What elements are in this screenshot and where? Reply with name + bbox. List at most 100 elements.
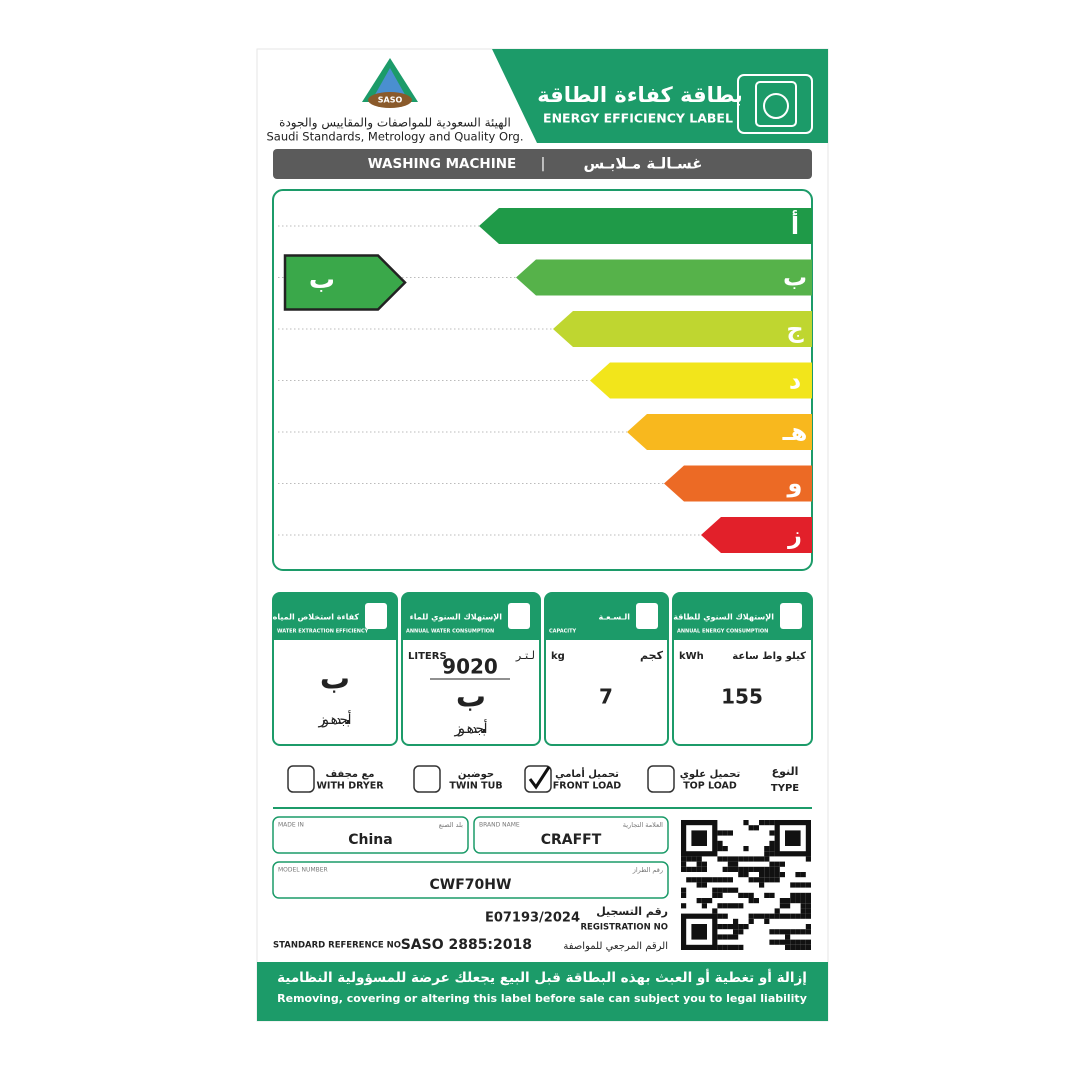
qr-module bbox=[800, 913, 806, 919]
qr-module bbox=[764, 918, 770, 924]
org-en: Saudi Standards, Metrology and Quality O… bbox=[267, 130, 524, 144]
qr-module bbox=[722, 887, 728, 893]
qr-module bbox=[707, 898, 713, 904]
qr-module bbox=[727, 887, 733, 893]
info-value: CWF70HW bbox=[430, 877, 512, 893]
rating-indicator bbox=[283, 254, 407, 311]
standard-ar: الرقم المرجعي للمواصفة bbox=[563, 941, 668, 952]
qr-module bbox=[743, 872, 749, 878]
qr-module bbox=[790, 892, 796, 898]
qr-module bbox=[769, 830, 775, 836]
qr-module bbox=[785, 898, 791, 904]
qr-module bbox=[805, 929, 811, 935]
qr-module bbox=[753, 825, 759, 831]
qr-module bbox=[774, 939, 780, 945]
qr-finder bbox=[774, 819, 812, 857]
standard-value: SASO 2885:2018 bbox=[401, 937, 532, 953]
unit-ar: كيلو واط ساعة bbox=[732, 651, 806, 662]
qr-module bbox=[779, 898, 785, 904]
qr-module bbox=[712, 892, 718, 898]
qr-module bbox=[764, 820, 770, 826]
qr-module bbox=[795, 898, 801, 904]
qr-module bbox=[764, 872, 770, 878]
qr-module bbox=[753, 856, 759, 862]
title-en: ENERGY EFFICIENCY LABEL bbox=[543, 111, 733, 126]
qr-module bbox=[769, 892, 775, 898]
panel-title-ar: الإستهلاك السنوي للماء bbox=[410, 613, 503, 622]
qr-module bbox=[800, 882, 806, 888]
qr-module bbox=[759, 872, 765, 878]
qr-module bbox=[785, 929, 791, 935]
panel-icon bbox=[365, 603, 387, 629]
qr-module bbox=[795, 913, 801, 919]
type-option-en: FRONT LOAD bbox=[553, 781, 622, 792]
qr-module bbox=[800, 929, 806, 935]
qr-module bbox=[717, 830, 723, 836]
rating-arrow bbox=[479, 208, 812, 244]
qr-module bbox=[717, 944, 723, 950]
rating-letter: ز bbox=[787, 521, 802, 549]
qr-module bbox=[769, 939, 775, 945]
qr-module bbox=[753, 866, 759, 872]
qr-module bbox=[805, 903, 811, 909]
qr-module bbox=[681, 861, 687, 867]
qr-module bbox=[738, 872, 744, 878]
qr-module bbox=[790, 882, 796, 888]
class-scale-letter: ز bbox=[317, 712, 325, 728]
class-scale-letter: هـ bbox=[461, 721, 473, 737]
info-box bbox=[272, 861, 669, 899]
rating-arrow bbox=[516, 259, 812, 296]
unit-en: kg bbox=[551, 651, 565, 662]
qr-finder-core bbox=[785, 830, 801, 846]
class-scale-letter: ج bbox=[338, 712, 349, 728]
info-label-en: MADE IN bbox=[278, 822, 304, 829]
panel-value: 7 bbox=[599, 685, 613, 709]
qr-module bbox=[769, 929, 775, 935]
qr-module bbox=[701, 898, 707, 904]
qr-module bbox=[785, 903, 791, 909]
rating-arrow bbox=[701, 517, 812, 553]
type-option-ar: حوضين bbox=[458, 769, 494, 780]
standard-en: STANDARD REFERENCE NO bbox=[273, 941, 401, 951]
qr-module bbox=[805, 908, 811, 914]
qr-module bbox=[748, 856, 754, 862]
panel-title-en: CAPACITY bbox=[549, 629, 577, 635]
qr-module bbox=[790, 944, 796, 950]
qr-module bbox=[722, 934, 728, 940]
qr-module bbox=[701, 903, 707, 909]
qr-module bbox=[769, 820, 775, 826]
qr-module bbox=[785, 913, 791, 919]
footer-band bbox=[257, 962, 828, 1021]
qr-module bbox=[748, 825, 754, 831]
type-option-ar: تحميل علوي bbox=[680, 769, 741, 780]
class-scale-letter: د bbox=[335, 712, 343, 728]
info-box bbox=[272, 816, 469, 854]
title-ar: بطاقة كفاءة الطاقة bbox=[537, 83, 743, 107]
qr-module bbox=[717, 887, 723, 893]
qr-module bbox=[738, 892, 744, 898]
qr-module bbox=[774, 877, 780, 883]
qr-module bbox=[733, 924, 739, 930]
class-scale-letter: ج bbox=[474, 721, 485, 737]
qr-module bbox=[727, 877, 733, 883]
qr-module bbox=[764, 846, 770, 852]
qr-module bbox=[727, 830, 733, 836]
rating-arrow bbox=[553, 311, 812, 347]
qr-module bbox=[795, 892, 801, 898]
qr-module bbox=[727, 866, 733, 872]
qr-module bbox=[722, 856, 728, 862]
panel-title-ar: كفاءة استخلاص المياه bbox=[273, 613, 360, 623]
qr-module bbox=[738, 866, 744, 872]
class-scale-letter: أ bbox=[484, 719, 488, 737]
logo-mark-inner bbox=[372, 68, 408, 100]
qr-module bbox=[733, 944, 739, 950]
qr-module bbox=[717, 892, 723, 898]
rating-letter: ج bbox=[786, 315, 804, 343]
rating-letter: د bbox=[789, 367, 801, 395]
info-label-en: MODEL NUMBER bbox=[278, 867, 328, 874]
qr-module bbox=[774, 866, 780, 872]
qr-module bbox=[712, 877, 718, 883]
qr-module bbox=[800, 939, 806, 945]
checkbox bbox=[413, 765, 441, 793]
qr-module bbox=[696, 877, 702, 883]
